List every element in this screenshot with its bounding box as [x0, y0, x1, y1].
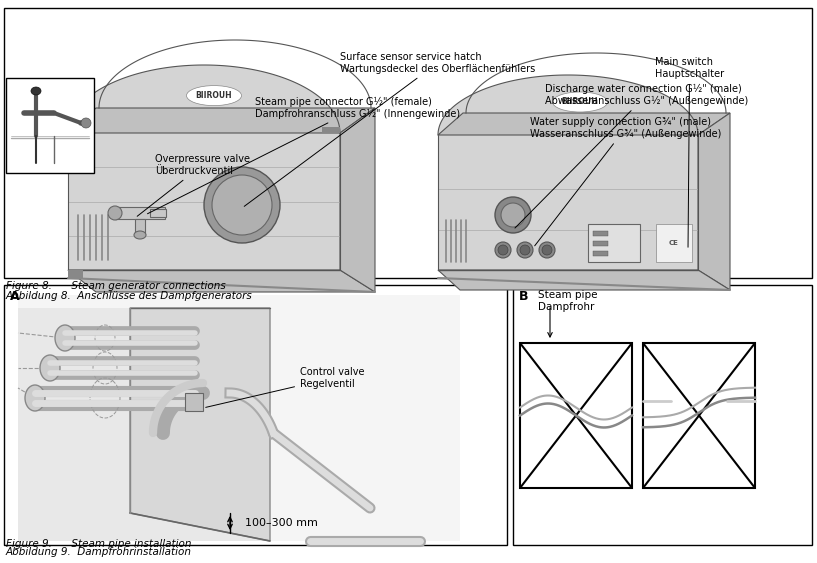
Text: Figure 8.      Steam generator connections: Figure 8. Steam generator connections — [6, 281, 225, 291]
Text: Main switch
Hauptschalter: Main switch Hauptschalter — [655, 57, 724, 247]
Polygon shape — [68, 270, 83, 278]
Polygon shape — [68, 133, 340, 270]
Bar — [513, 285, 812, 545]
Text: Water supply connection G¾" (male)
Wasseranschluss G¾" (Außengewinde): Water supply connection G¾" (male) Wasse… — [530, 117, 721, 246]
Text: Abbildung 9.  Dampfrohrinstallation: Abbildung 9. Dampfrohrinstallation — [6, 547, 192, 557]
Polygon shape — [340, 108, 375, 292]
Ellipse shape — [25, 385, 45, 411]
Bar — [185, 393, 203, 411]
Text: Discharge water connection G½" (male)
Abwasseranschluss G½" (Außengewinde): Discharge water connection G½" (male) Ab… — [515, 84, 748, 228]
Bar — [593, 251, 608, 256]
Ellipse shape — [552, 92, 608, 112]
Polygon shape — [438, 270, 730, 290]
Circle shape — [517, 242, 533, 258]
Polygon shape — [698, 113, 730, 290]
Text: B: B — [519, 290, 529, 303]
Circle shape — [495, 242, 511, 258]
Ellipse shape — [31, 87, 41, 95]
Text: Figure 9.      Steam pipe installation: Figure 9. Steam pipe installation — [6, 539, 191, 549]
Bar — [520, 343, 632, 488]
Text: Steam pipe
Dampfrohr: Steam pipe Dampfrohr — [538, 290, 597, 311]
Polygon shape — [130, 308, 270, 541]
Text: Control valve
Regelventil: Control valve Regelventil — [206, 367, 364, 408]
Circle shape — [212, 175, 272, 235]
Polygon shape — [68, 65, 340, 133]
Polygon shape — [438, 113, 730, 135]
Polygon shape — [438, 135, 698, 270]
Text: A: A — [10, 290, 20, 303]
Circle shape — [498, 245, 508, 255]
Bar — [593, 241, 608, 246]
Polygon shape — [322, 127, 340, 133]
Bar — [4, 285, 507, 545]
Polygon shape — [18, 295, 460, 541]
Polygon shape — [18, 308, 270, 541]
Bar — [6, 78, 94, 173]
Text: 100–300 mm: 100–300 mm — [245, 518, 318, 528]
Bar — [588, 224, 640, 262]
Text: CE: CE — [669, 240, 679, 246]
Bar — [643, 343, 755, 488]
Polygon shape — [68, 108, 375, 133]
Ellipse shape — [55, 325, 75, 351]
Polygon shape — [438, 75, 698, 135]
Circle shape — [81, 118, 91, 128]
Polygon shape — [150, 209, 166, 217]
Polygon shape — [115, 207, 165, 219]
Text: BIIROUH: BIIROUH — [196, 91, 232, 100]
Circle shape — [542, 245, 552, 255]
Text: Overpressure valve
Überdruckventil: Overpressure valve Überdruckventil — [137, 154, 250, 216]
Polygon shape — [68, 127, 86, 133]
Ellipse shape — [134, 231, 146, 239]
Bar — [593, 231, 608, 236]
Ellipse shape — [40, 355, 60, 381]
Text: Steam pipe connector G½" (female)
Dampfrohranschluss G½" (Innengewinde): Steam pipe connector G½" (female) Dampfr… — [148, 97, 460, 214]
Bar — [656, 224, 692, 262]
Text: Abbildung 8.  Anschlüsse des Dampfgenerators: Abbildung 8. Anschlüsse des Dampfgenerat… — [6, 291, 252, 301]
Bar — [4, 8, 812, 278]
Polygon shape — [68, 270, 375, 292]
Polygon shape — [135, 219, 145, 235]
Text: Surface sensor service hatch
Wartungsdeckel des Oberflächenfühlers: Surface sensor service hatch Wartungsdec… — [244, 52, 535, 207]
Circle shape — [501, 203, 525, 227]
Circle shape — [204, 167, 280, 243]
Circle shape — [108, 206, 122, 220]
Circle shape — [539, 242, 555, 258]
Circle shape — [495, 197, 531, 233]
Circle shape — [520, 245, 530, 255]
Ellipse shape — [186, 86, 242, 106]
Text: BIIROUH: BIIROUH — [561, 97, 598, 106]
